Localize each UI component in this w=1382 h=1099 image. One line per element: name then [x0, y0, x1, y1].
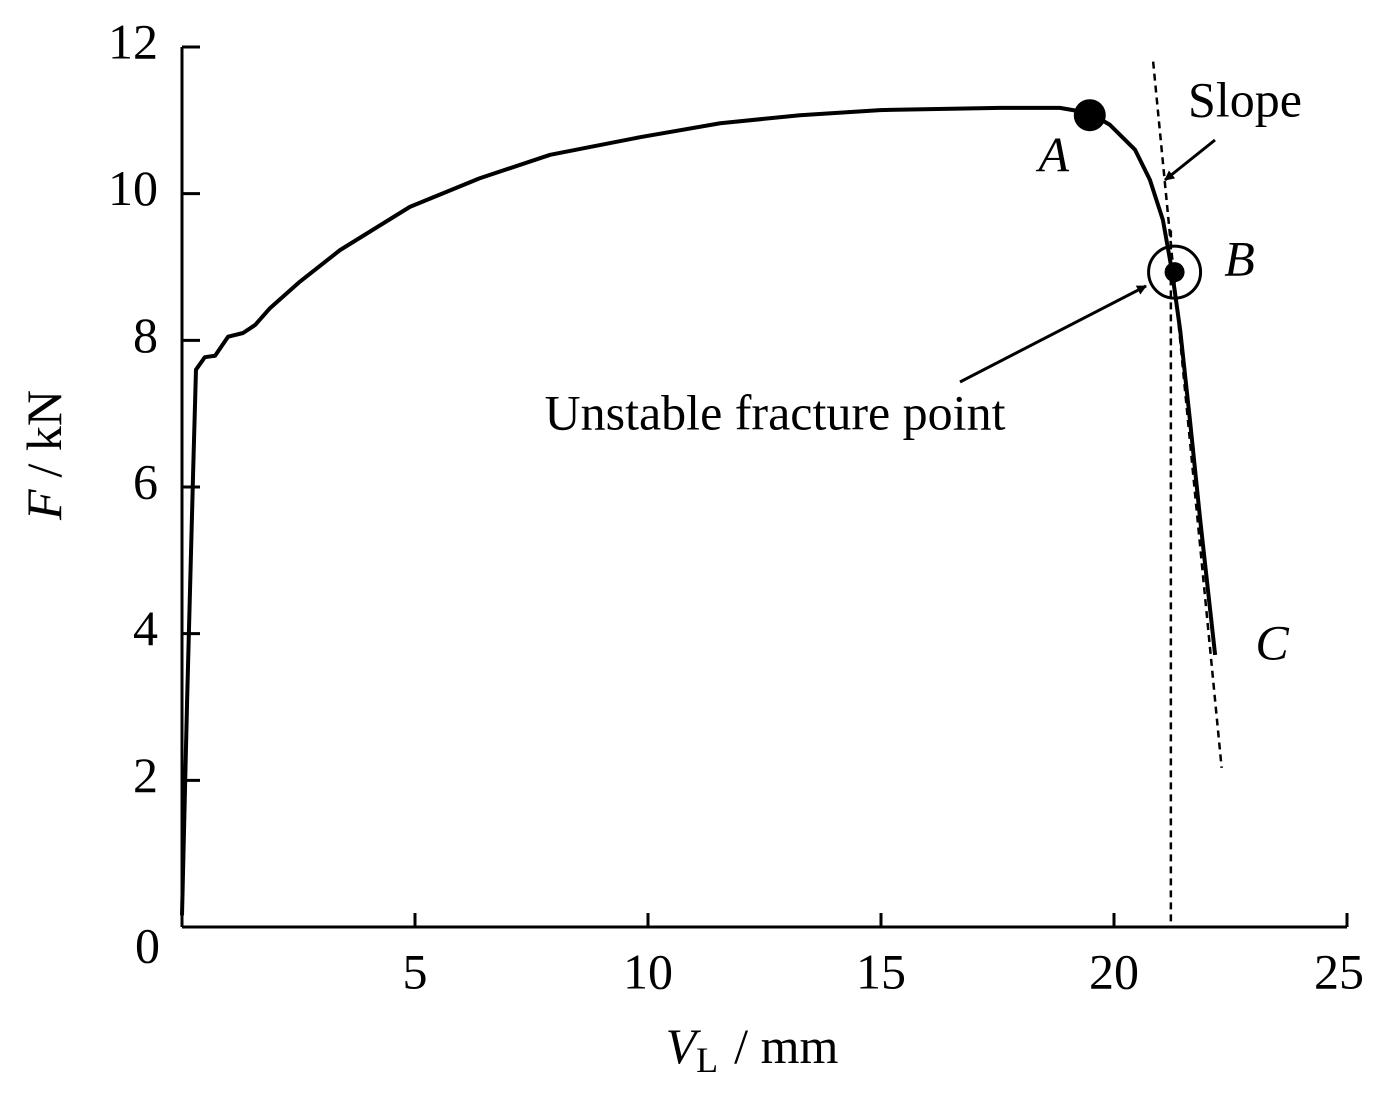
point — [1164, 262, 1185, 283]
point-label: B — [1224, 231, 1255, 287]
y-tick-label: 12 — [108, 13, 158, 69]
y-tick-label: 4 — [133, 600, 158, 656]
y-tick-label: 6 — [133, 453, 158, 509]
x-tick-label: 15 — [856, 943, 906, 999]
y-tick-label: 8 — [133, 307, 158, 363]
y-label-symbol: F — [16, 489, 72, 521]
x-label-subscript: L — [696, 1040, 718, 1080]
data-line — [180, 105, 1218, 916]
x-axis-label: VL / mm — [666, 1018, 839, 1080]
x-label-unit: / mm — [734, 1018, 838, 1074]
annotation: Slope — [1188, 71, 1302, 127]
slope-arrow — [1164, 138, 1216, 182]
y-tick-label: 10 — [108, 160, 158, 216]
x-tick-label: 20 — [1089, 943, 1139, 999]
x-tick-label: 10 — [623, 943, 673, 999]
y-tick-label: 0 — [135, 917, 160, 973]
annotation: Unstable fracture point — [545, 384, 1006, 440]
point-ring — [1147, 244, 1203, 300]
y-axis-label: F / kN — [16, 390, 72, 521]
fracture-arrow — [959, 284, 1147, 384]
y-tick-label: 2 — [133, 747, 158, 803]
x-label-symbol: V — [666, 1018, 702, 1074]
point-label: A — [1035, 127, 1069, 183]
end-label: C — [1255, 614, 1289, 670]
point — [1073, 99, 1106, 132]
x-tick-label: 25 — [1314, 943, 1364, 999]
x-tick-label: 5 — [403, 943, 428, 999]
y-label-unit: / kN — [16, 390, 72, 478]
